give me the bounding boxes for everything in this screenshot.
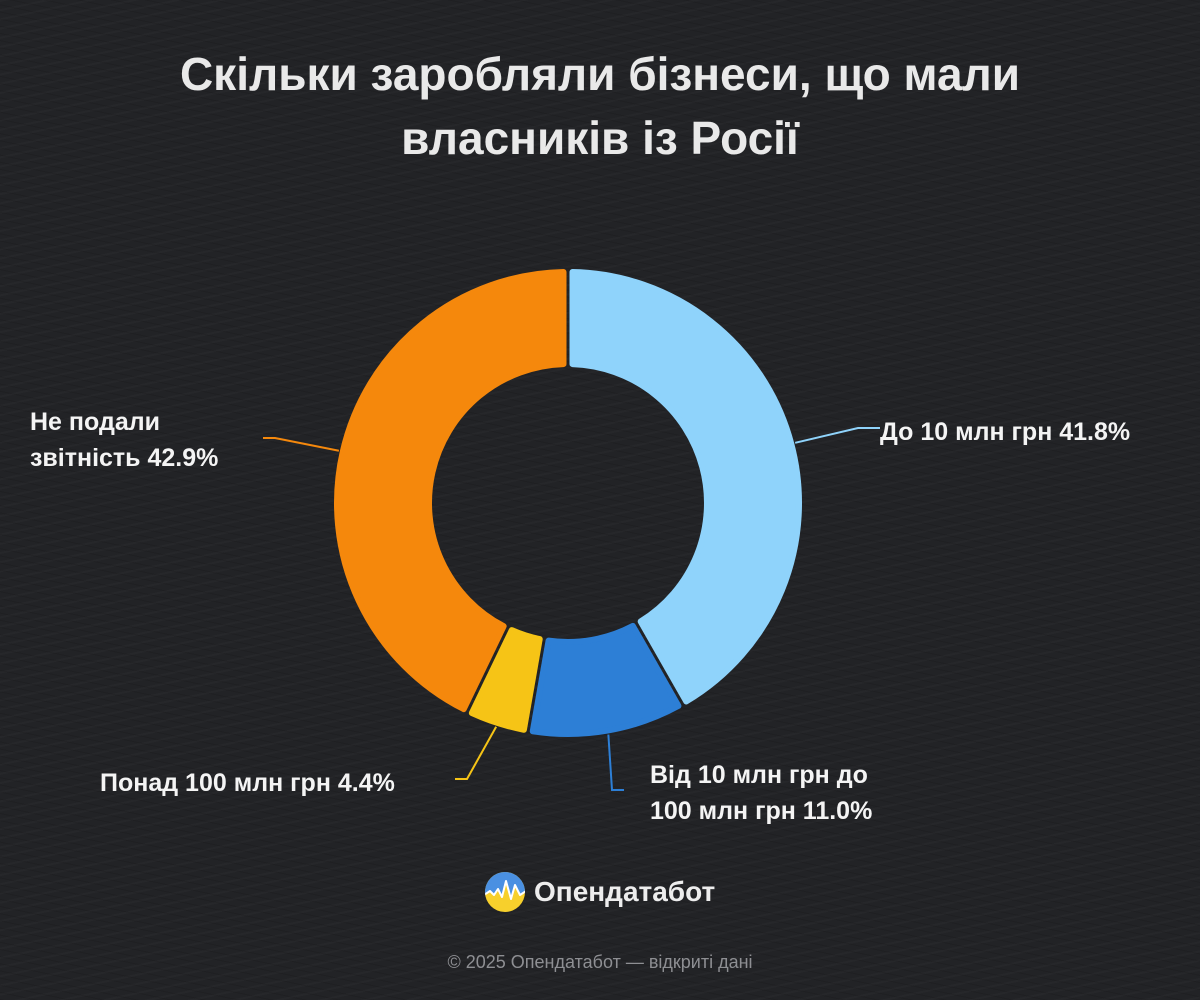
- data-label-no-report-line1: Не подали: [30, 408, 160, 436]
- donut-slice-over-100m: [468, 627, 543, 733]
- data-label-no-report-line2: звітність 42.9%: [30, 444, 219, 472]
- leader-line-no-report: [263, 437, 340, 452]
- data-label-10m-to-100m-line2: 100 млн грн 11.0%: [650, 797, 873, 825]
- brand-logo: Опендатабот: [484, 870, 715, 914]
- donut-slice-no-report: [334, 269, 567, 713]
- data-label-over-100m: Понад 100 млн грн 4.4%: [100, 765, 395, 801]
- data-label-under-10m-line1: До 10 млн грн 41.8%: [880, 418, 1131, 446]
- data-label-10m-to-100m-line1: Від 10 млн грн до: [650, 761, 868, 789]
- brand-name: Опендатабот: [534, 876, 716, 907]
- leader-line-under-10m: [794, 427, 880, 444]
- data-label-under-10m: До 10 млн грн 41.8%: [880, 414, 1130, 450]
- footer-copyright: © 2025 Опендатабот — відкриті дані: [447, 952, 753, 972]
- leader-line-10m-to-100m: [607, 734, 624, 791]
- donut-slice-under-10m: [569, 269, 802, 705]
- chart-title: Скільки заробляли бізнеси, що мали власн…: [179, 48, 1021, 164]
- opendatabot-logo-icon: [485, 872, 525, 912]
- data-label-no-report: Не подали звітність 42.9%: [30, 404, 218, 476]
- data-label-over-100m-line1: Понад 100 млн грн 4.4%: [100, 769, 395, 797]
- donut-slice-10m-to-100m: [529, 622, 682, 737]
- data-label-10m-to-100m: Від 10 млн грн до 100 млн грн 11.0%: [650, 757, 872, 829]
- leader-line-over-100m: [455, 726, 498, 780]
